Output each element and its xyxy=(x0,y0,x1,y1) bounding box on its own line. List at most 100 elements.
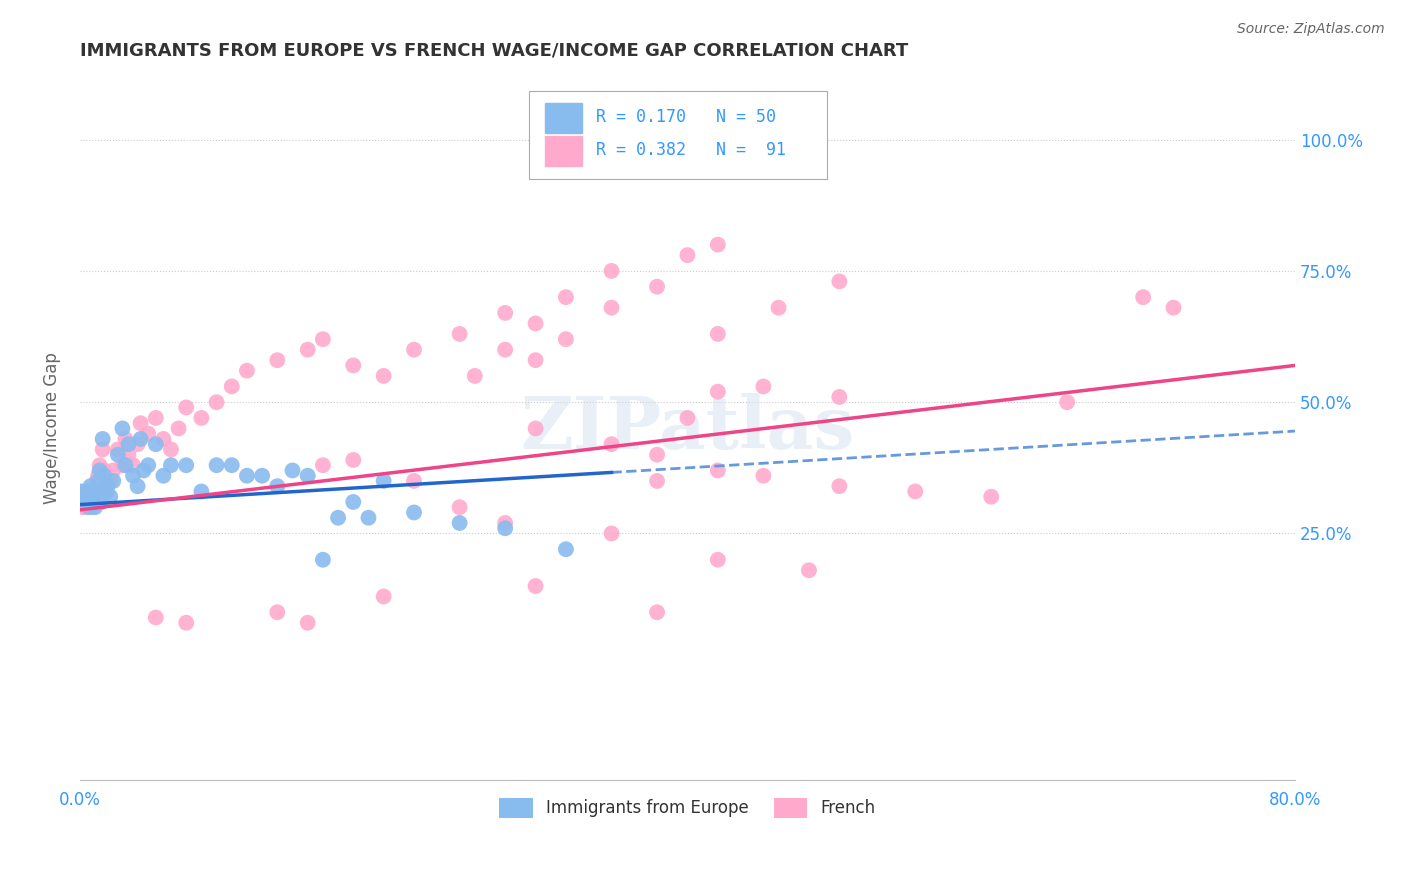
Point xyxy=(645,279,668,293)
Text: R = 0.170   N = 50: R = 0.170 N = 50 xyxy=(596,108,776,126)
Point xyxy=(221,379,243,393)
Point xyxy=(111,458,134,473)
Point xyxy=(297,343,319,357)
Point xyxy=(132,463,155,477)
Point xyxy=(129,432,152,446)
Point xyxy=(402,343,425,357)
Point xyxy=(136,458,159,473)
Text: IMMIGRANTS FROM EUROPE VS FRENCH WAGE/INCOME GAP CORRELATION CHART: IMMIGRANTS FROM EUROPE VS FRENCH WAGE/IN… xyxy=(80,42,908,60)
Point xyxy=(70,484,93,499)
Point xyxy=(174,615,197,630)
Point xyxy=(93,468,115,483)
Point xyxy=(117,448,139,462)
Point xyxy=(600,437,623,451)
Point xyxy=(98,474,121,488)
Point xyxy=(297,468,319,483)
Point xyxy=(127,479,149,493)
Point xyxy=(145,610,167,624)
Text: ZIPatlas: ZIPatlas xyxy=(520,393,855,464)
Point xyxy=(93,463,115,477)
Point xyxy=(904,484,927,499)
Bar xyxy=(546,136,582,166)
Point xyxy=(86,484,108,499)
Point xyxy=(145,437,167,451)
Point xyxy=(87,468,110,483)
Point xyxy=(524,353,547,368)
Point xyxy=(91,442,114,457)
Point xyxy=(89,463,111,477)
Legend: Immigrants from Europe, French: Immigrants from Europe, French xyxy=(492,791,882,825)
Point xyxy=(449,326,471,341)
Point xyxy=(96,479,118,493)
Point xyxy=(174,458,197,473)
Point xyxy=(449,516,471,530)
Point xyxy=(266,479,288,493)
Point xyxy=(707,237,730,252)
Point xyxy=(494,306,516,320)
Point xyxy=(402,506,425,520)
Point xyxy=(152,468,174,483)
Point xyxy=(122,458,145,473)
Point xyxy=(83,495,105,509)
Point xyxy=(103,474,125,488)
Point xyxy=(464,368,486,383)
Point xyxy=(136,426,159,441)
Point xyxy=(676,248,699,262)
Point xyxy=(980,490,1002,504)
Point xyxy=(70,495,93,509)
Point xyxy=(402,474,425,488)
Point xyxy=(236,468,259,483)
Point xyxy=(152,432,174,446)
Point xyxy=(87,474,110,488)
Point xyxy=(107,448,129,462)
Point xyxy=(600,264,623,278)
Point xyxy=(494,521,516,535)
Point xyxy=(103,463,125,477)
Point xyxy=(145,411,167,425)
Point xyxy=(72,490,94,504)
Point xyxy=(555,542,578,557)
Point xyxy=(80,500,103,515)
Point xyxy=(84,500,107,515)
Point xyxy=(752,379,775,393)
Point xyxy=(160,458,183,473)
Point xyxy=(707,553,730,567)
Point xyxy=(449,500,471,515)
Point xyxy=(91,432,114,446)
Point xyxy=(373,368,395,383)
Point xyxy=(312,458,335,473)
Point xyxy=(342,453,364,467)
Point xyxy=(357,510,380,524)
Point xyxy=(76,490,98,504)
Point xyxy=(297,615,319,630)
Point xyxy=(373,590,395,604)
Point xyxy=(79,490,101,504)
Point xyxy=(77,495,100,509)
Point xyxy=(312,553,335,567)
Point xyxy=(98,490,121,504)
Point xyxy=(797,563,820,577)
Point xyxy=(373,474,395,488)
Point xyxy=(250,468,273,483)
Point xyxy=(127,437,149,451)
Point xyxy=(342,495,364,509)
Point xyxy=(83,490,105,504)
Point xyxy=(167,421,190,435)
Point xyxy=(676,411,699,425)
Point xyxy=(828,390,851,404)
Point xyxy=(494,516,516,530)
Point xyxy=(707,384,730,399)
Bar xyxy=(546,103,582,133)
Text: R = 0.382   N =  91: R = 0.382 N = 91 xyxy=(596,142,786,160)
Point xyxy=(75,500,97,515)
Point xyxy=(77,500,100,515)
Point xyxy=(96,484,118,499)
Point xyxy=(190,411,212,425)
Point xyxy=(89,458,111,473)
Point xyxy=(90,495,112,509)
Point xyxy=(555,290,578,304)
Point xyxy=(312,332,335,346)
Point xyxy=(494,343,516,357)
Point xyxy=(600,301,623,315)
Point xyxy=(524,579,547,593)
